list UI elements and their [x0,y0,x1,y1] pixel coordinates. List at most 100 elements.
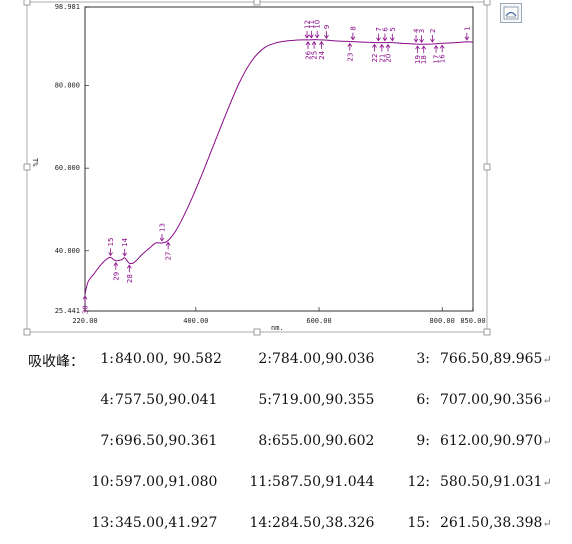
peak-index: 8: [258,433,272,449]
peak-marker: 2 [429,28,437,43]
peak-value: 655.00,90.602 [272,433,375,449]
peak-marker-arrow [304,34,310,39]
peak-value: 719.00,90.355 [272,392,375,408]
peak-marker: 13 [158,223,166,242]
peak-marker: 28 [126,264,134,283]
peak-marker: 22 [371,43,379,62]
peak-marker: 27 [165,241,173,260]
x-tick-label: 600.00 [306,317,331,325]
peak-marker: 12 [304,20,312,39]
peak-marker: 17 [433,44,441,64]
peak-marker: 18 [420,45,428,64]
peaks-title: 吸收峰： [28,354,84,370]
peak-marker-arrow [389,37,395,42]
y-tick-label: 80.000 [55,81,80,89]
paragraph-mark-icon: ↵ [542,394,552,407]
peak-index: 13: [91,515,114,531]
peak-marker-label: 5 [389,27,397,31]
peaks-row: 10: 597.00,91.080 11: 587.50,91.044 12: 580.5… [0,474,572,494]
peak-marker-label: 13 [158,223,166,232]
peak-value: 696.50,90.361 [115,433,218,449]
resize-handle-tr[interactable] [483,0,491,6]
peak-index: 12: [407,474,430,490]
peak-marker: 15 [107,238,115,257]
y-tick-label: 40.000 [55,247,80,255]
peak-marker-arrow [464,36,470,41]
paragraph-mark-icon: ↵ [542,517,552,530]
peak-marker-arrow [311,41,317,45]
paragraph-mark-icon: ↵ [542,476,552,489]
peak-index: 3: [416,351,430,367]
y-tick-label: 25.441 [55,307,80,315]
peak-marker-label: 25 [311,51,319,60]
peak-value: 261.50,38.398↵ [440,515,552,531]
peak-marker-label: 10 [314,20,322,29]
peak-marker-label: 30 [82,305,90,314]
peak-value: 612.00,90.970↵ [440,433,552,449]
peak-index: 9: [416,433,430,449]
resize-handle-br[interactable] [483,328,491,336]
peak-marker-arrow [419,39,424,43]
paragraph-mark-icon: ↵ [542,435,552,448]
peak-marker-arrow [108,252,113,257]
peak-markers: 1234567891011121314151617181920212223242… [82,20,472,314]
peak-value: 757.50,90.041 [115,392,218,408]
peak-marker-label: 19 [414,55,422,64]
peak-marker-arrow [379,43,385,48]
resize-handle-bl[interactable] [23,328,31,336]
peak-marker-arrow [376,37,381,42]
peak-value: 580.50,91.031↵ [440,474,552,490]
transmittance-curve [84,39,474,295]
peak-index: 4: [100,392,114,408]
peak-marker-arrow [324,34,329,39]
peak-index: 11: [249,474,272,490]
peak-index: 10: [91,474,114,490]
peak-marker-arrow [415,45,420,50]
peak-marker-arrow [382,37,388,42]
peak-index: 5: [258,392,272,408]
peak-marker-arrow [165,241,171,246]
peak-value: 597.00,91.080 [115,474,218,490]
x-tick-label: 800.00 [430,317,455,325]
peak-marker-label: 27 [165,251,173,260]
peak-index: 14: [249,515,272,531]
resize-handle-tc[interactable] [253,0,261,6]
peak-marker: 20 [385,43,393,63]
peak-marker: 29 [112,262,120,281]
peak-index: 7: [100,433,114,449]
peak-marker-arrow [433,44,439,49]
peak-marker-arrow [122,252,128,257]
peak-marker-label: 16 [439,54,447,63]
peaks-row: 7: 696.50,90.361 8: 655.00,90.602 9: 612.00,9… [0,433,572,453]
y-axis-label: T% [31,158,39,167]
peaks-row: 4: 757.50,90.041 5: 719.00,90.355 6: 707.00,9… [0,392,572,412]
peak-marker-label: 12 [304,20,312,29]
resize-handle-bc[interactable] [253,328,261,336]
x-tick-label: 850.00 [460,317,485,325]
peak-marker: 25 [311,41,319,60]
selection-frame[interactable] [23,0,491,336]
peak-marker-label: 8 [349,26,357,30]
peak-marker: 9 [323,25,331,39]
peak-marker: 4 [413,28,421,43]
peak-value: 284.50,38.326 [272,515,375,531]
peak-marker-arrow [350,36,356,41]
peak-marker: 30 [82,295,90,314]
x-tick-label: 400.00 [183,317,208,325]
peak-index: 15: [407,515,430,531]
resize-handle-mr[interactable] [483,163,491,171]
plot-area [84,6,474,312]
peak-marker-label: 22 [371,53,379,62]
resize-handle-ml[interactable] [23,163,31,171]
chart-layout-icon[interactable] [500,3,522,23]
peak-marker-label: 28 [126,274,134,283]
resize-handle-tl[interactable] [23,0,31,6]
peak-marker-arrow [159,237,165,242]
peak-value: 345.00,41.927 [115,515,218,531]
peaks-row: 13: 345.00,41.927 14: 284.50,38.326 15: 261.5… [0,515,572,535]
peak-marker-arrow [439,44,445,49]
peak-marker-arrow [413,38,419,43]
peak-marker: 10 [314,20,322,39]
peak-marker-label: 26 [304,50,312,59]
peak-marker: 14 [121,237,129,257]
